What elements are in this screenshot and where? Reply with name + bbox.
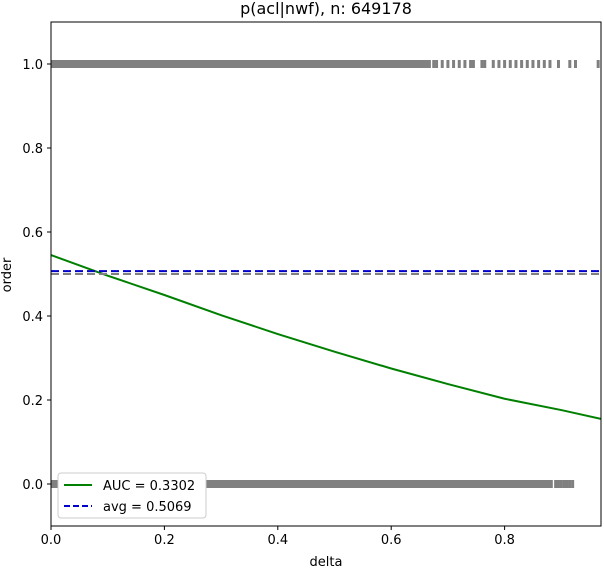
- legend-box: [57, 472, 207, 519]
- y-tick-label: 0.2: [22, 394, 43, 409]
- x-tick-label: 0.0: [41, 533, 62, 548]
- x-tick-label: 0.2: [154, 533, 175, 548]
- auc-curve: [51, 254, 601, 420]
- x-axis-label: delta: [310, 555, 343, 569]
- x-tick-label: 0.4: [267, 533, 288, 548]
- chart-title: p(acl|nwf), n: 649178: [240, 0, 412, 18]
- legend-label-auc: AUC = 0.3302: [103, 479, 195, 494]
- plot-frame: [50, 21, 602, 527]
- plot-area: [50, 21, 602, 527]
- x-tick-label: 0.6: [381, 533, 402, 548]
- y-tick-label: 0.0: [22, 478, 43, 493]
- x-tick-label: 0.8: [494, 533, 515, 548]
- x-axis-ticks: 0.0 0.2 0.4 0.6 0.8: [41, 526, 515, 548]
- y-tick-label: 0.4: [22, 310, 43, 325]
- y-tick-label: 0.6: [22, 226, 43, 241]
- scatter-series-0: [51, 60, 600, 68]
- y-axis-ticks: 0.0 0.2 0.4 0.6 0.8 1.0: [22, 58, 51, 493]
- series-group: [51, 60, 601, 488]
- legend-label-avg: avg = 0.5069: [103, 500, 192, 515]
- legend: AUC = 0.3302 avg = 0.5069: [57, 472, 207, 519]
- y-tick-label: 0.8: [22, 142, 43, 157]
- y-axis-label: order: [0, 257, 15, 292]
- y-tick-label: 1.0: [22, 58, 43, 73]
